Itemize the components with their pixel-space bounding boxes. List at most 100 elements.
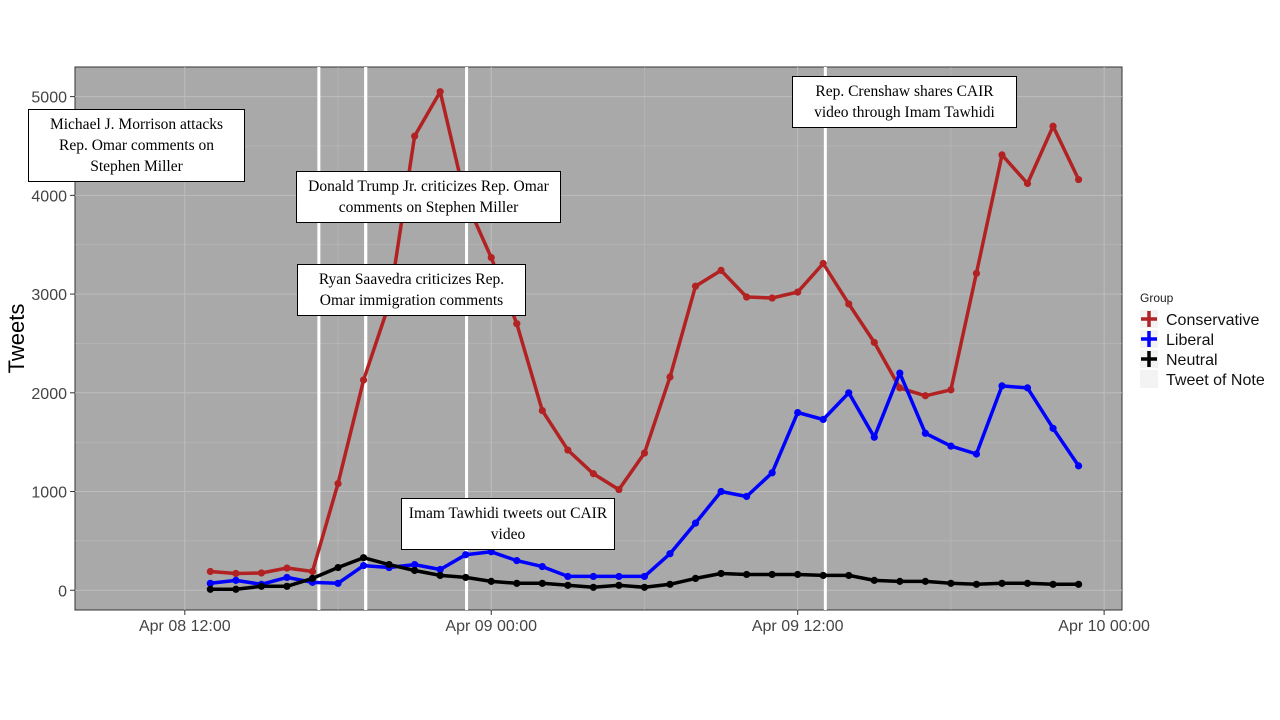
y-tick-label: 3000: [31, 287, 67, 304]
data-point: [257, 569, 266, 577]
legend-label: Conservative: [1166, 312, 1259, 329]
data-point: [896, 384, 904, 392]
data-point: [487, 577, 495, 585]
data-point: [283, 573, 291, 582]
data-point: [691, 574, 700, 583]
data-point: [564, 572, 572, 581]
data-point: [666, 580, 674, 588]
data-point: [768, 469, 776, 477]
data-point: [564, 446, 572, 454]
data-point: [921, 392, 929, 400]
data-point: [947, 386, 955, 394]
series-neutral: [206, 554, 1083, 593]
data-point: [206, 567, 214, 576]
data-point: [359, 376, 368, 384]
data-point: [1074, 462, 1083, 470]
data-point: [768, 294, 776, 302]
data-point: [947, 442, 955, 450]
data-point: [1049, 122, 1057, 130]
data-point: [232, 569, 240, 578]
data-point: [411, 132, 419, 140]
data-point: [436, 571, 444, 580]
x-tick-label: Apr 09 12:00: [752, 618, 844, 635]
data-point: [257, 582, 266, 590]
y-tick-label: 5000: [31, 90, 67, 107]
data-point: [896, 577, 904, 585]
data-point: [794, 288, 802, 296]
data-point: [947, 579, 955, 587]
data-point: [921, 577, 929, 585]
data-point: [589, 572, 597, 581]
data-point: [436, 88, 444, 96]
data-point: [513, 320, 521, 328]
legend-label: Tweet of Note: [1166, 372, 1265, 389]
data-point: [589, 470, 597, 478]
data-point: [666, 550, 674, 558]
data-point: [691, 519, 700, 527]
data-point: [1049, 580, 1057, 588]
data-point: [845, 571, 853, 580]
data-point: [972, 450, 981, 458]
data-point: [640, 572, 649, 581]
note-saavedra: Ryan Saavedra criticizes Rep. Omar immig…: [297, 264, 526, 316]
data-point: [615, 572, 623, 581]
data-point: [411, 566, 419, 575]
legend-key-liberal: [1140, 330, 1158, 348]
data-point: [998, 151, 1006, 159]
data-point: [1023, 384, 1032, 392]
grid-lines: [75, 67, 1122, 610]
data-point: [1074, 175, 1083, 184]
data-point: [615, 485, 623, 494]
legend-key-bg: [1140, 370, 1158, 388]
legend-label: Liberal: [1166, 332, 1214, 349]
data-point: [819, 259, 827, 268]
legend-key-conservative: [1140, 310, 1158, 328]
legend: Group Conservative Liberal Neutral Tweet of…: [1140, 291, 1265, 389]
data-point: [385, 560, 393, 569]
data-point: [487, 253, 495, 262]
legend-label: Neutral: [1166, 352, 1218, 369]
data-point: [232, 576, 240, 584]
data-point: [794, 408, 802, 417]
data-point: [717, 266, 725, 274]
data-point: [462, 573, 470, 582]
data-point: [513, 579, 521, 587]
series-layer: [206, 88, 1083, 593]
data-point: [717, 569, 725, 578]
data-point: [972, 580, 981, 588]
data-point: [206, 585, 214, 593]
data-point: [206, 579, 214, 587]
data-point: [972, 269, 981, 277]
data-point: [615, 581, 623, 589]
note-trump-jr: Donald Trump Jr. criticizes Rep. Omar co…: [296, 171, 561, 223]
data-point: [870, 338, 878, 347]
y-tick-label: 0: [58, 583, 67, 600]
data-point: [462, 551, 470, 559]
data-point: [589, 583, 597, 591]
data-point: [283, 564, 291, 572]
data-point: [283, 582, 291, 590]
data-point: [870, 433, 878, 441]
data-point: [640, 583, 649, 591]
data-point: [743, 492, 751, 501]
data-point: [819, 415, 827, 424]
legend-key-neutral: [1140, 350, 1158, 368]
x-tick-label: Apr 09 00:00: [445, 618, 537, 635]
data-point: [1023, 179, 1032, 188]
data-point: [538, 406, 546, 415]
y-axis-title: Tweets: [4, 304, 29, 374]
note-morrison: Michael J. Morrison attacks Rep. Omar co…: [28, 109, 245, 182]
note-crenshaw: Rep. Crenshaw shares CAIR video through …: [792, 76, 1017, 128]
data-point: [870, 576, 878, 584]
legend-title: Group: [1140, 291, 1174, 305]
data-point: [921, 429, 929, 437]
data-point: [768, 570, 776, 579]
data-point: [564, 581, 572, 589]
legend-key-tweet-of-note: [1140, 370, 1158, 388]
data-point: [666, 373, 674, 381]
data-point: [640, 449, 649, 457]
data-point: [896, 369, 904, 377]
data-point: [794, 570, 802, 579]
data-point: [334, 579, 342, 587]
